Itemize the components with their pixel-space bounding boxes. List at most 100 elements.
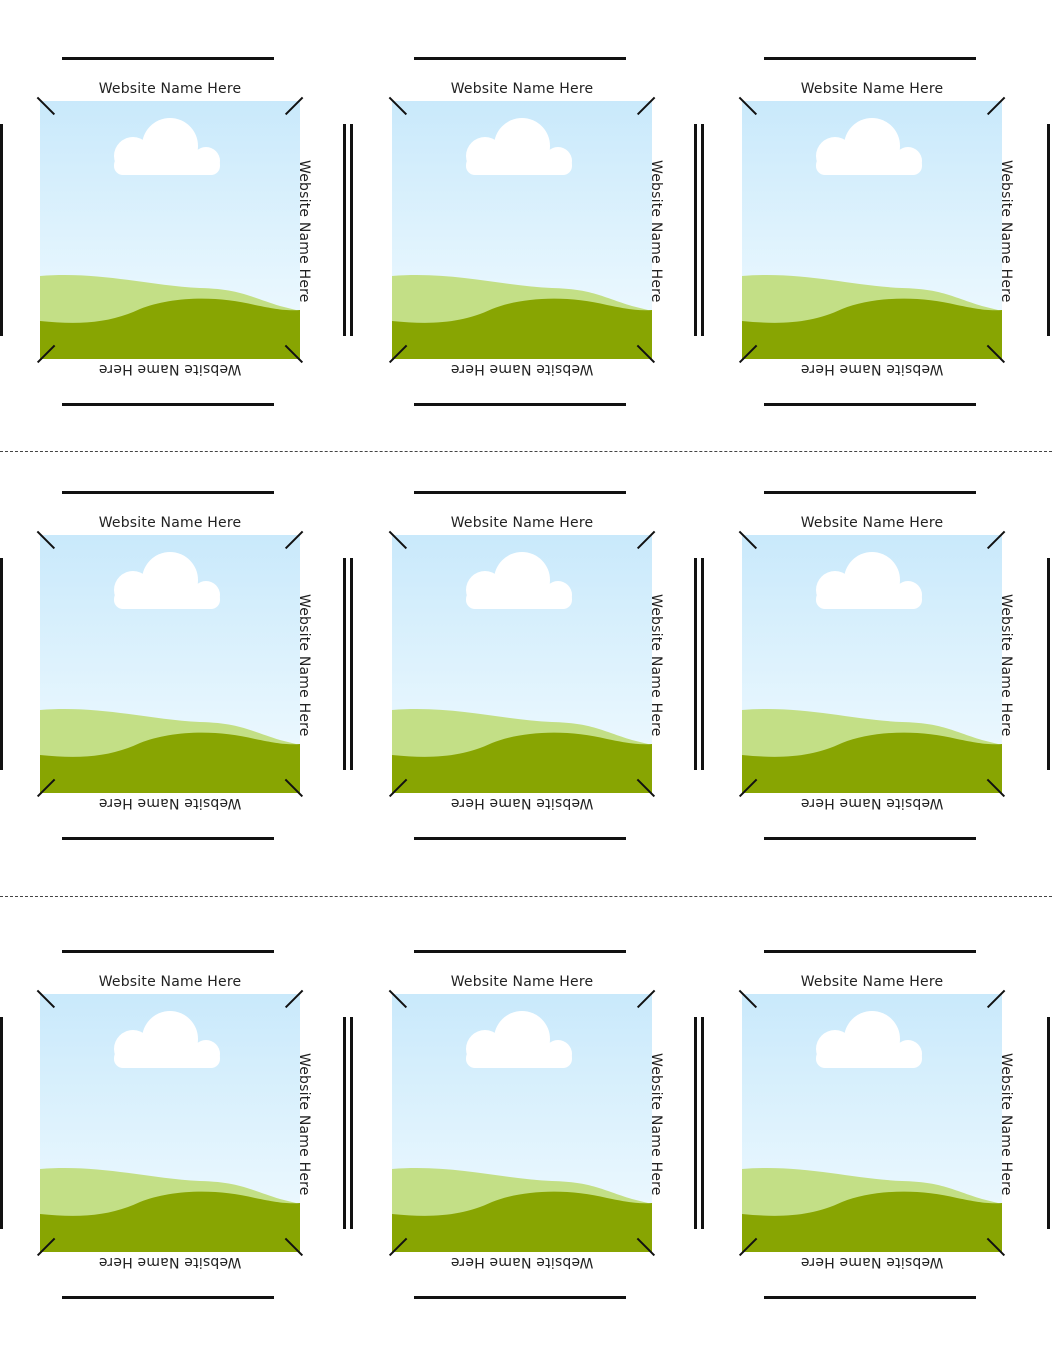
sticker-card: Website Name Here Website Name Here Websit… (742, 950, 1052, 1310)
cloud-icon (816, 552, 922, 609)
corner-fold-mark (637, 97, 655, 115)
corner-fold-mark (285, 1238, 303, 1256)
corner-fold-mark (637, 990, 655, 1008)
cut-line-bottom (414, 1296, 626, 1299)
vertical-cut-line (0, 124, 3, 336)
label-top: Website Name Here (450, 974, 594, 990)
cloud-icon (816, 118, 922, 175)
corner-fold-mark (739, 531, 757, 549)
cloud-icon (114, 552, 220, 609)
vertical-cut-line (694, 124, 697, 336)
sticker-card: Website Name Here Website Name Here Websit… (40, 491, 370, 851)
corner-fold-mark (987, 1238, 1005, 1256)
corner-fold-mark (739, 1238, 757, 1256)
corner-fold-mark (637, 531, 655, 549)
dark-hill (392, 732, 652, 793)
cut-line-bottom (764, 837, 976, 840)
corner-fold-mark (389, 1238, 407, 1256)
corner-fold-mark (37, 990, 55, 1008)
corner-fold-mark (987, 990, 1005, 1008)
landscape-image-icon (392, 535, 652, 793)
landscape-image-icon (392, 994, 652, 1252)
corner-fold-mark (987, 779, 1005, 797)
dark-hill (742, 1191, 1002, 1252)
dark-hill (392, 298, 652, 359)
cloud-icon (114, 1011, 220, 1068)
label-top: Website Name Here (800, 515, 944, 531)
sticker-card: Website Name Here Website Name Here Websit… (392, 57, 722, 417)
corner-fold-mark (987, 97, 1005, 115)
dashed-cut-separator (0, 896, 1052, 897)
corner-fold-mark (637, 779, 655, 797)
corner-fold-mark (637, 345, 655, 363)
dark-hill (742, 298, 1002, 359)
corner-fold-mark (389, 345, 407, 363)
landscape-image-icon (40, 994, 300, 1252)
corner-fold-mark (285, 990, 303, 1008)
label-top: Website Name Here (98, 515, 242, 531)
dashed-cut-separator (0, 451, 1052, 452)
label-bottom: Website Name Here (450, 795, 594, 811)
corner-fold-mark (987, 531, 1005, 549)
corner-fold-mark (285, 345, 303, 363)
sticker-card: Website Name Here Website Name Here Websit… (40, 950, 370, 1310)
label-bottom: Website Name Here (98, 795, 242, 811)
cut-line-top (764, 491, 976, 494)
dark-hill (392, 1191, 652, 1252)
corner-fold-mark (739, 345, 757, 363)
vertical-cut-line (350, 1017, 353, 1229)
vertical-cut-line (1047, 1017, 1050, 1229)
vertical-cut-line (701, 558, 704, 770)
cloud-icon (114, 118, 220, 175)
corner-fold-mark (37, 1238, 55, 1256)
landscape-image-icon (40, 535, 300, 793)
vertical-cut-line (0, 1017, 3, 1229)
cut-line-bottom (62, 1296, 274, 1299)
corner-fold-mark (389, 990, 407, 1008)
label-top: Website Name Here (800, 81, 944, 97)
cut-line-top (414, 491, 626, 494)
sticker-card: Website Name Here Website Name Here Websit… (742, 57, 1052, 417)
vertical-cut-line (701, 1017, 704, 1229)
corner-fold-mark (285, 97, 303, 115)
vertical-cut-line (0, 558, 3, 770)
label-bottom: Website Name Here (800, 795, 944, 811)
vertical-cut-line (350, 124, 353, 336)
cut-line-bottom (62, 837, 274, 840)
vertical-cut-line (694, 1017, 697, 1229)
corner-fold-mark (637, 1238, 655, 1256)
label-top: Website Name Here (450, 81, 594, 97)
sticker-card: Website Name Here Website Name Here Websit… (40, 57, 370, 417)
cloud-icon (466, 118, 572, 175)
vertical-cut-line (1047, 558, 1050, 770)
label-bottom: Website Name Here (800, 361, 944, 377)
label-top: Website Name Here (98, 974, 242, 990)
label-bottom: Website Name Here (800, 1254, 944, 1270)
landscape-image-icon (742, 101, 1002, 359)
corner-fold-mark (739, 97, 757, 115)
corner-fold-mark (37, 97, 55, 115)
dark-hill (40, 732, 300, 793)
label-bottom: Website Name Here (98, 361, 242, 377)
vertical-cut-line (343, 558, 346, 770)
corner-fold-mark (389, 97, 407, 115)
cut-line-top (764, 950, 976, 953)
label-top: Website Name Here (450, 515, 594, 531)
corner-fold-mark (37, 531, 55, 549)
cut-line-bottom (414, 403, 626, 406)
cut-line-top (62, 491, 274, 494)
corner-fold-mark (987, 345, 1005, 363)
cloud-icon (466, 552, 572, 609)
corner-fold-mark (389, 531, 407, 549)
dark-hill (40, 298, 300, 359)
label-bottom: Website Name Here (98, 1254, 242, 1270)
corner-fold-mark (389, 779, 407, 797)
cut-line-top (62, 57, 274, 60)
cut-line-bottom (764, 403, 976, 406)
sticker-card: Website Name Here Website Name Here Websit… (742, 491, 1052, 851)
cut-line-bottom (764, 1296, 976, 1299)
landscape-image-icon (742, 994, 1002, 1252)
cut-line-top (414, 950, 626, 953)
corner-fold-mark (285, 531, 303, 549)
vertical-cut-line (350, 558, 353, 770)
